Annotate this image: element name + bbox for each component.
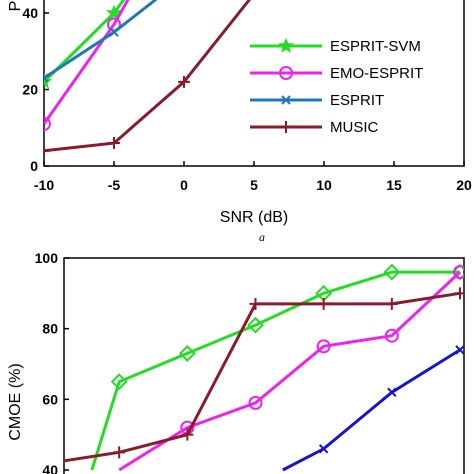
data-point [383,263,401,281]
panel-label-a: a [259,230,265,244]
plot-area-b [63,257,465,474]
series-esprit [44,0,158,83]
data-point [454,287,464,300]
data-point [110,373,128,391]
data-point [384,328,399,343]
legend-box-a [240,30,450,144]
data-point [181,428,194,441]
chart-b: 40 60 80 100 CMOE (%) [7,250,465,474]
legend-marker [279,66,293,80]
legend-marker [277,37,295,53]
data-point [178,344,196,362]
data-point [108,137,120,150]
x-tick-label: 0 [180,177,188,193]
series-line [118,271,462,472]
x-tick-label: 10 [316,177,332,193]
y-ticks-a: 0 20 40 [22,5,49,174]
y-tick-label: 40 [42,462,58,474]
x-tick-label: 15 [386,177,402,193]
series-esprit [282,345,464,472]
data-point [247,316,264,334]
x-tick-label: 20 [456,177,472,193]
data-point [44,144,50,157]
series-group-b [64,263,464,472]
x-ticks-a: -10 -5 0 5 10 15 20 [34,161,472,193]
data-point [455,345,464,355]
y-ticks-b: 40 60 80 100 [35,250,69,474]
y-axis-label-a: P [7,1,24,12]
legend-item: ESPRIT [250,92,384,109]
x-tick-label: -10 [34,177,54,193]
data-point [105,4,123,20]
data-point [249,297,262,310]
series-line [44,0,252,153]
series-music [44,0,252,157]
legend-marker [281,95,291,105]
data-point [44,73,49,83]
legend-label: EMO-ESPRIT [330,65,423,82]
data-point [317,297,330,310]
legend-label: ESPRIT-SVM [330,38,421,55]
data-point [44,116,51,131]
data-point [113,446,126,459]
x-tick-label: 5 [250,177,258,193]
data-point [385,297,398,310]
legend-entries-a: ESPRIT-SVM EMO-ESPRIT ESPRIT MUSIC [250,37,423,136]
legend-item: ESPRIT-SVM [250,37,421,55]
data-point [316,339,331,354]
legend-label: MUSIC [330,119,379,136]
data-point [453,265,464,280]
legend-a: ESPRIT-SVM EMO-ESPRIT ESPRIT MUSIC [240,30,450,144]
data-point [248,395,263,410]
y-tick-label: 20 [22,82,38,98]
legend-item: EMO-ESPRIT [250,65,423,82]
series-line [44,0,130,125]
data-point [178,75,190,88]
y-tick-label: 100 [35,250,59,266]
series-group-a [44,0,252,157]
data-point [387,387,397,397]
data-point [318,444,329,454]
legend-item: MUSIC [250,119,379,136]
x-axis-label-a: SNR (dB) [220,209,288,226]
data-point [109,27,119,37]
series-emo-esprit [118,265,464,472]
y-tick-label: 0 [30,158,38,174]
y-tick-label: 60 [42,391,58,407]
legend-label: ESPRIT [330,92,384,109]
series-line [282,348,461,472]
series-line [90,270,460,471]
y-tick-label: 80 [42,321,58,337]
y-axis-label-b: CMOE (%) [7,363,24,440]
legend-marker [280,121,292,133]
series-music [64,287,464,463]
x-tick-label: -5 [108,177,121,193]
y-tick-label: 40 [22,5,38,21]
